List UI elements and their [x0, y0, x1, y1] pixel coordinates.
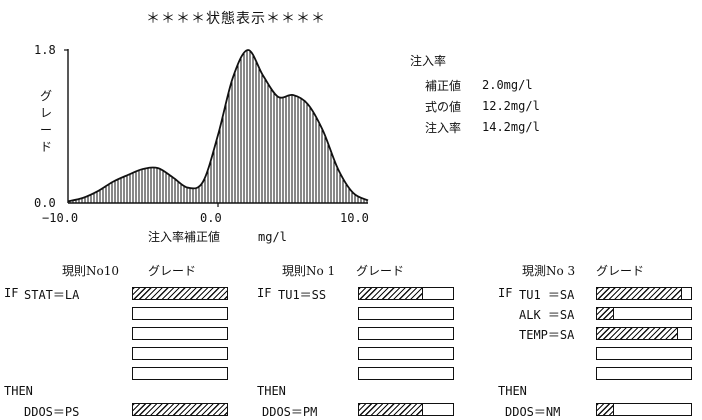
injection-row-label: 補正値 — [425, 79, 462, 93]
result-text: DDOS＝PS — [24, 405, 80, 419]
grade-bar-fill — [133, 404, 227, 415]
x-axis-unit: mg/l — [258, 230, 287, 244]
condition-text: TU1＝SS — [278, 288, 327, 302]
grade-bar — [358, 327, 454, 340]
grade-bar — [132, 287, 228, 300]
condition-text: ALK ＝SA — [519, 308, 575, 322]
if-keyword: IF — [4, 286, 19, 300]
grade-bar-fill — [597, 404, 614, 415]
rule-title: 現則No10 — [62, 264, 119, 278]
grade-bar-fill — [359, 404, 423, 415]
grade-bar — [596, 403, 692, 416]
grade-column-label: グレード — [148, 264, 197, 278]
grade-bar — [358, 367, 454, 380]
injection-row-label: 注入率 — [425, 121, 462, 135]
grade-bar-fill — [597, 328, 678, 339]
x-tick-min: −10.0 — [42, 211, 78, 225]
grade-bar-fill — [359, 288, 423, 299]
grade-bar — [596, 327, 692, 340]
x-tick-max: 10.0 — [340, 211, 369, 225]
x-axis-label: 注入率補正値 — [148, 229, 220, 244]
grade-column-label: グレード — [356, 264, 405, 278]
injection-row-value: 12.2mg/l — [482, 99, 540, 113]
then-keyword: THEN — [257, 384, 286, 398]
condition-text: TU1 ＝SA — [519, 288, 575, 302]
injection-row-value: 2.0mg/l — [482, 78, 533, 92]
if-keyword: IF — [257, 286, 272, 300]
y-axis-label: グレード — [40, 89, 52, 154]
if-keyword: IF — [498, 286, 513, 300]
y-tick-min: 0.0 — [34, 196, 56, 210]
then-keyword: THEN — [498, 384, 527, 398]
grade-bar — [358, 403, 454, 416]
series-curve — [67, 49, 369, 203]
grade-bar-fill — [597, 288, 682, 299]
grade-bar — [596, 287, 692, 300]
grade-column-label: グレード — [596, 264, 645, 278]
condition-text: STAT＝LA — [24, 288, 80, 302]
grade-bar — [358, 307, 454, 320]
result-text: DDOS＝NM — [505, 405, 561, 419]
grade-bar-fill — [597, 308, 614, 319]
grade-bar — [358, 287, 454, 300]
grade-chart: 1.8 0.0 −10.0 0.0 10.0 注入率補正値 mg/l グレード — [34, 43, 369, 244]
grade-bar — [596, 347, 692, 360]
grade-bar — [132, 403, 228, 416]
grade-bar — [596, 307, 692, 320]
then-keyword: THEN — [4, 384, 33, 398]
series-area-fill — [68, 49, 368, 204]
grade-bar — [132, 347, 228, 360]
rule-title: 現則No 1 — [282, 264, 336, 278]
grade-bar — [358, 347, 454, 360]
y-tick-max: 1.8 — [34, 43, 56, 57]
injection-row-value: 14.2mg/l — [482, 120, 540, 134]
page-title: ＊＊＊＊状態表示＊＊＊＊ — [146, 11, 326, 27]
x-tick-mid: 0.0 — [200, 211, 222, 225]
injection-row-label: 式の値 — [425, 100, 462, 114]
chart-area — [67, 49, 369, 204]
rule-title: 現測No 3 — [522, 264, 576, 278]
grade-bar — [132, 367, 228, 380]
grade-bar — [132, 307, 228, 320]
grade-bar — [596, 367, 692, 380]
condition-text: TEMP＝SA — [519, 328, 575, 342]
injection-heading: 注入率 — [410, 54, 447, 68]
result-text: DDOS＝PM — [262, 405, 318, 419]
grade-bar — [132, 327, 228, 340]
grade-bar-fill — [133, 288, 227, 299]
